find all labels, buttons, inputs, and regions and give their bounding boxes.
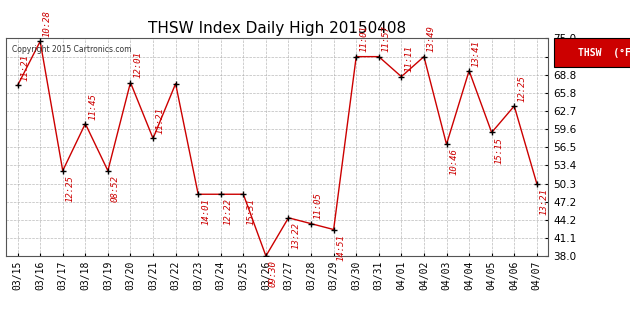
Text: 12:22: 12:22 xyxy=(224,198,232,225)
Text: Copyright 2015 Cartronics.com: Copyright 2015 Cartronics.com xyxy=(12,45,131,54)
FancyBboxPatch shape xyxy=(554,38,630,67)
Text: 10:28: 10:28 xyxy=(43,10,52,37)
Title: THSW Index Daily High 20150408: THSW Index Daily High 20150408 xyxy=(148,21,406,36)
Text: 08:52: 08:52 xyxy=(111,175,120,202)
Text: THSW  (°F): THSW (°F) xyxy=(578,48,630,58)
Text: 10:46: 10:46 xyxy=(449,148,458,175)
Text: 14:01: 14:01 xyxy=(201,198,210,225)
Text: 13:21: 13:21 xyxy=(539,188,549,215)
Text: 11:01: 11:01 xyxy=(359,26,368,52)
Text: 12:01: 12:01 xyxy=(133,52,142,78)
Text: 13:49: 13:49 xyxy=(427,26,436,52)
Text: 11:45: 11:45 xyxy=(88,92,97,119)
Text: 09:30: 09:30 xyxy=(268,260,278,287)
Text: 15:15: 15:15 xyxy=(495,137,503,164)
Text: 11:57: 11:57 xyxy=(382,26,391,52)
Text: 13:22: 13:22 xyxy=(291,222,301,249)
Text: 13:41: 13:41 xyxy=(472,40,481,67)
Text: 14:51: 14:51 xyxy=(336,234,345,260)
Text: 15:31: 15:31 xyxy=(246,198,255,225)
Text: 12:25: 12:25 xyxy=(66,175,74,202)
Text: 11:21: 11:21 xyxy=(156,107,165,134)
Text: 11:05: 11:05 xyxy=(314,193,323,220)
Text: 12:25: 12:25 xyxy=(517,75,526,102)
Text: 11:21: 11:21 xyxy=(20,54,30,81)
Text: 11:11: 11:11 xyxy=(404,45,413,72)
